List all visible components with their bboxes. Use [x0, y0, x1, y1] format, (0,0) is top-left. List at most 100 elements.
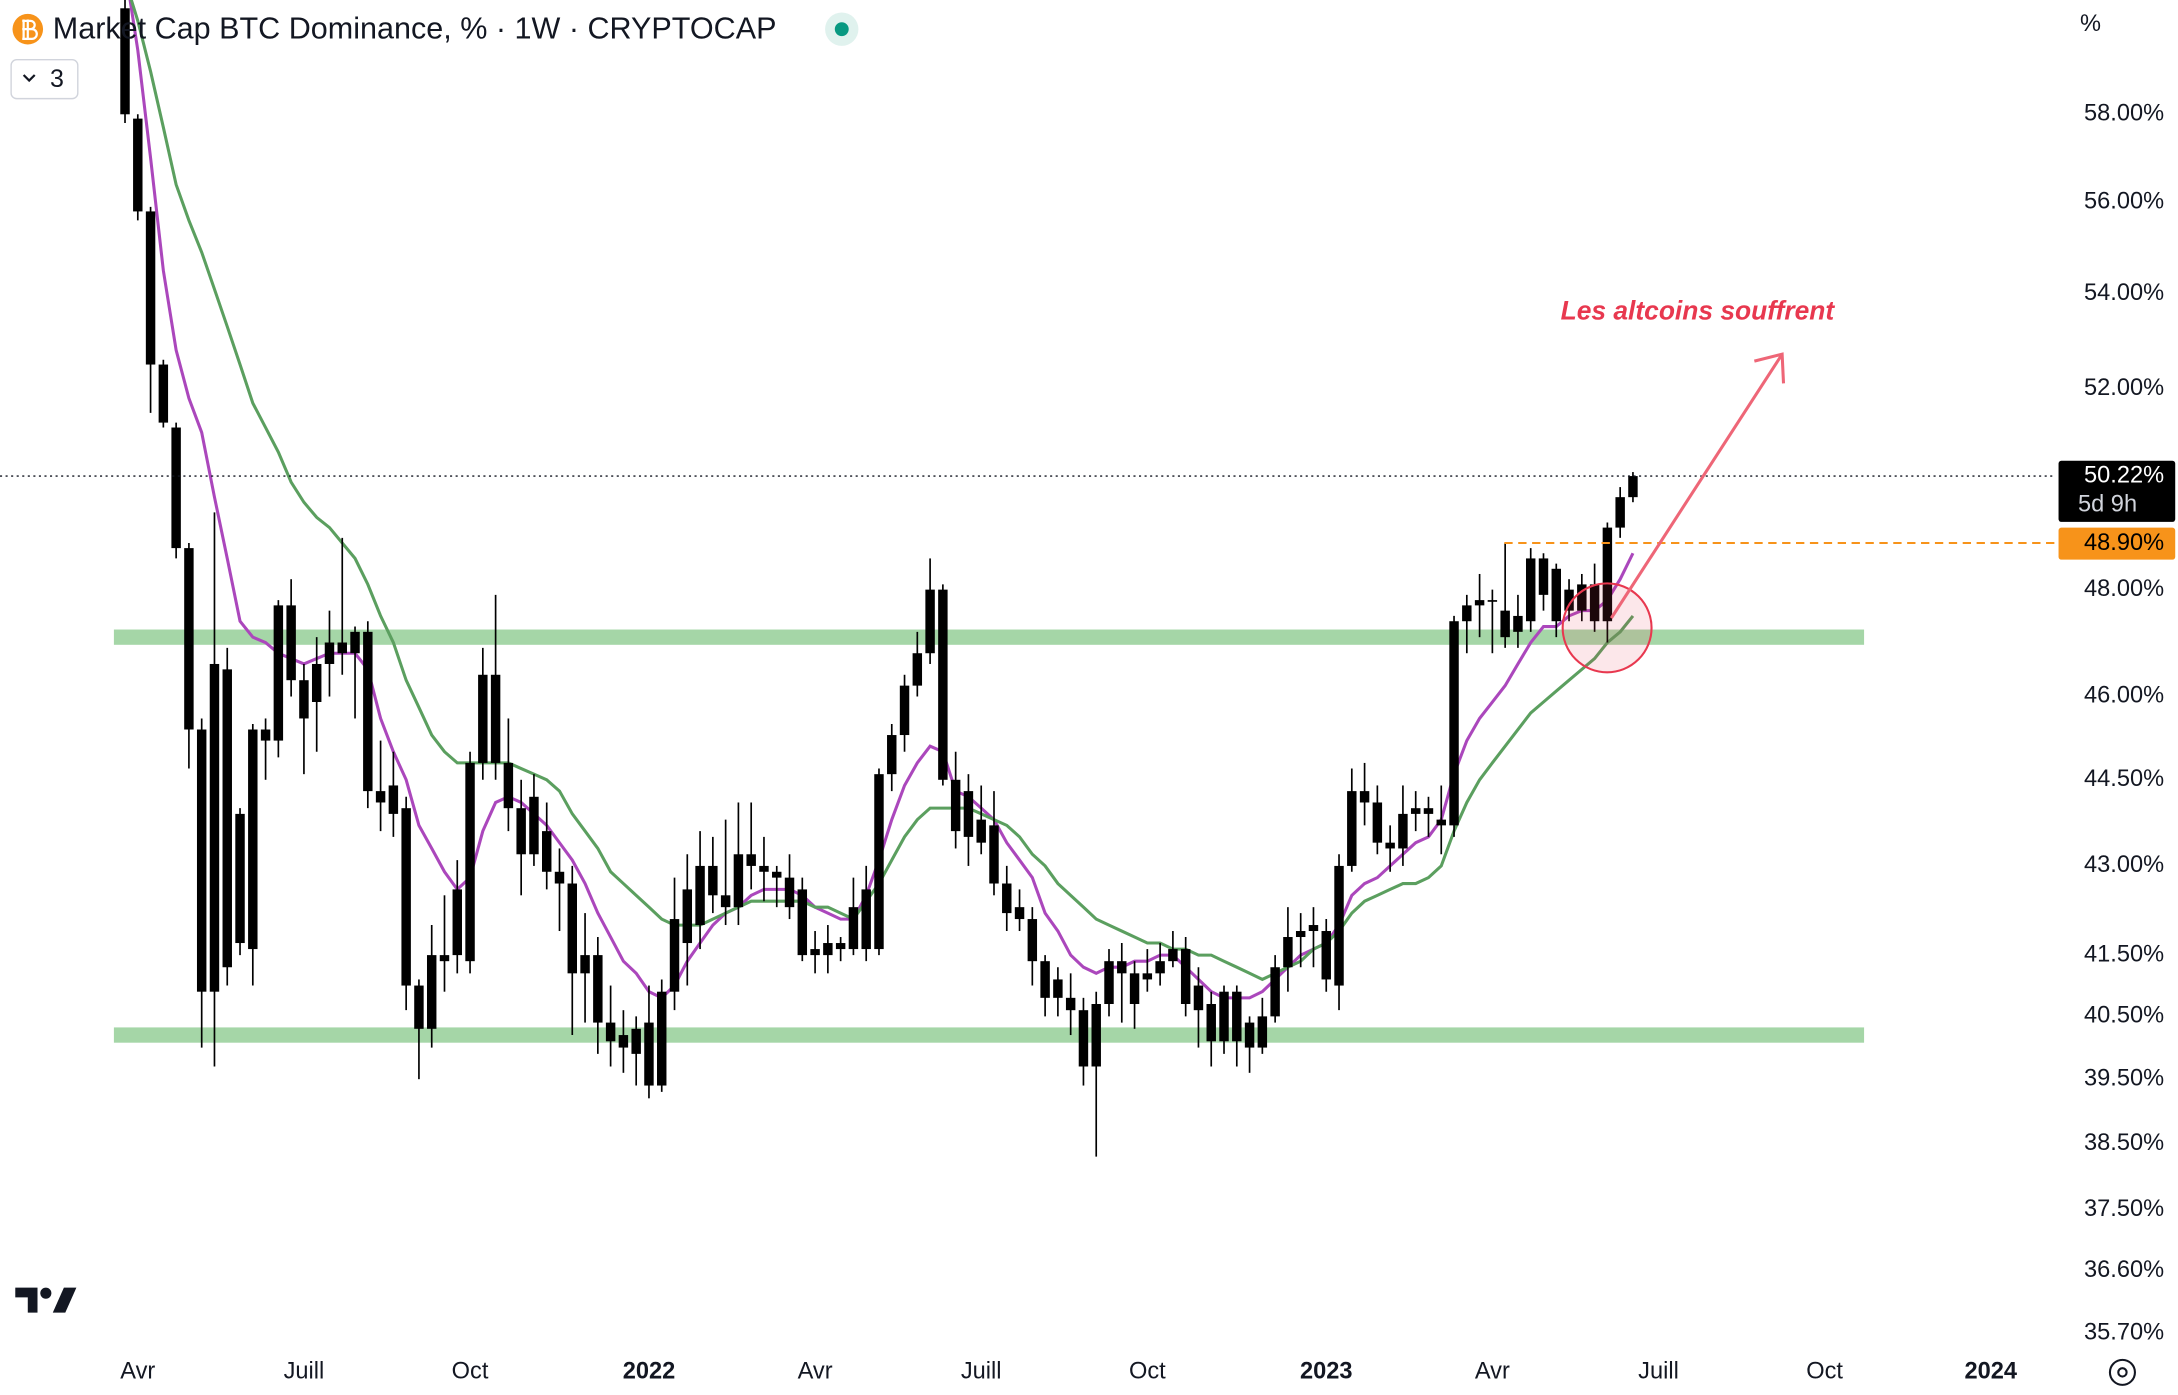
candle-body [1040, 961, 1050, 998]
candle-body [925, 589, 935, 654]
candle-body [542, 831, 552, 872]
candle-body [209, 663, 220, 992]
candle-body [1270, 967, 1280, 1017]
candle-body [248, 729, 258, 950]
trend-arrow [1609, 353, 1784, 619]
candle-body [1283, 937, 1293, 968]
y-tick-label: 43.00% [2084, 852, 2164, 878]
level-label: 48.90% [2084, 530, 2164, 556]
candle-body [874, 774, 884, 950]
candle-body [1372, 802, 1383, 843]
candle-body [848, 907, 859, 950]
y-tick-label: 54.00% [2084, 280, 2164, 306]
candle-body [337, 642, 347, 654]
candle-body [1180, 949, 1191, 1005]
candle-body [1129, 973, 1140, 1005]
candle-body [401, 808, 411, 986]
candle-body [1410, 808, 1421, 814]
level-box [2058, 527, 2176, 560]
candle-body [1615, 497, 1625, 528]
x-tick-label: Juill [961, 1359, 1002, 1385]
candle-body [465, 762, 475, 962]
candle-body [708, 865, 718, 896]
candle-body [452, 889, 462, 956]
candle-body [695, 865, 705, 926]
candle-body [772, 871, 782, 878]
candle-body [657, 991, 667, 1086]
candle-body [324, 642, 335, 664]
candle-body [1525, 558, 1536, 622]
y-tick-label: 40.50% [2084, 1003, 2164, 1029]
countdown-label: 5d 9h [2078, 491, 2137, 517]
candle-body [1487, 600, 1498, 602]
candle-body [1628, 476, 1638, 498]
x-tick-label: Oct [1129, 1359, 1166, 1385]
candle-body [1295, 931, 1306, 938]
x-tick-label: 2023 [1300, 1359, 1353, 1385]
candle-body [388, 785, 399, 814]
candle-body [950, 779, 961, 832]
candle-body [1462, 605, 1472, 622]
candle-body [1334, 865, 1344, 986]
candle-body [1577, 584, 1587, 611]
candle-body [1513, 615, 1523, 632]
x-tick-label: 2024 [1964, 1359, 2017, 1385]
candle-body [963, 791, 974, 837]
y-tick-label: 38.50% [2084, 1130, 2164, 1156]
candle-body [1359, 791, 1370, 803]
candle-body [1423, 808, 1434, 814]
candle-body [784, 877, 795, 908]
candle-body [1564, 589, 1574, 611]
trend-arrow-head [1753, 352, 1786, 384]
candle-body [567, 883, 578, 974]
btc-icon-glyph [22, 19, 38, 41]
indicator-count: 3 [50, 65, 64, 93]
current-price-label: 50.22% [2084, 462, 2164, 488]
candle-body [414, 985, 424, 1029]
candle-body [887, 735, 897, 775]
candle-body [426, 955, 437, 1029]
candle-body [1014, 907, 1025, 920]
candle-body [120, 8, 130, 115]
candle-body [1065, 997, 1076, 1011]
candle-body [593, 955, 603, 1023]
candle-body [899, 685, 910, 736]
x-tick-label: Oct [1806, 1359, 1843, 1385]
settings-icon[interactable] [2108, 1358, 2136, 1386]
y-tick-label: 35.70% [2084, 1319, 2164, 1345]
candle-body [1155, 961, 1165, 974]
candle-body [311, 663, 322, 702]
candle-body [1589, 584, 1600, 622]
y-tick-label: 58.00% [2084, 101, 2164, 127]
status-dot [834, 22, 849, 37]
unit-label: % [2080, 11, 2101, 37]
candle-body [631, 1028, 641, 1054]
candle-body [1002, 883, 1012, 914]
y-tick-label: 36.60% [2084, 1257, 2164, 1283]
candle-body [1078, 1010, 1089, 1067]
candle-body [235, 813, 245, 944]
candle-body [1091, 1004, 1101, 1067]
candle-body [286, 605, 296, 681]
candle-body [503, 762, 514, 809]
candle-body [1257, 1016, 1268, 1048]
candle-body [1206, 1004, 1216, 1042]
y-tick-label: 52.00% [2084, 375, 2164, 401]
candle-body [1449, 621, 1459, 826]
indicator-toggle[interactable] [10, 59, 79, 100]
candle-body [1117, 961, 1127, 974]
candle-body [196, 729, 207, 992]
candle-body [1436, 819, 1446, 826]
candle-body [669, 919, 680, 992]
candle-body [1104, 961, 1114, 1005]
candle-body [810, 949, 820, 956]
candle-body [644, 1022, 654, 1086]
y-tick-label: 46.00% [2084, 683, 2164, 709]
candle-body [580, 955, 590, 974]
candle-body [1053, 979, 1063, 998]
candle-body [1500, 610, 1510, 638]
candle-body [1219, 991, 1229, 1042]
candle-body [1193, 985, 1204, 1011]
candle-body [184, 548, 194, 730]
